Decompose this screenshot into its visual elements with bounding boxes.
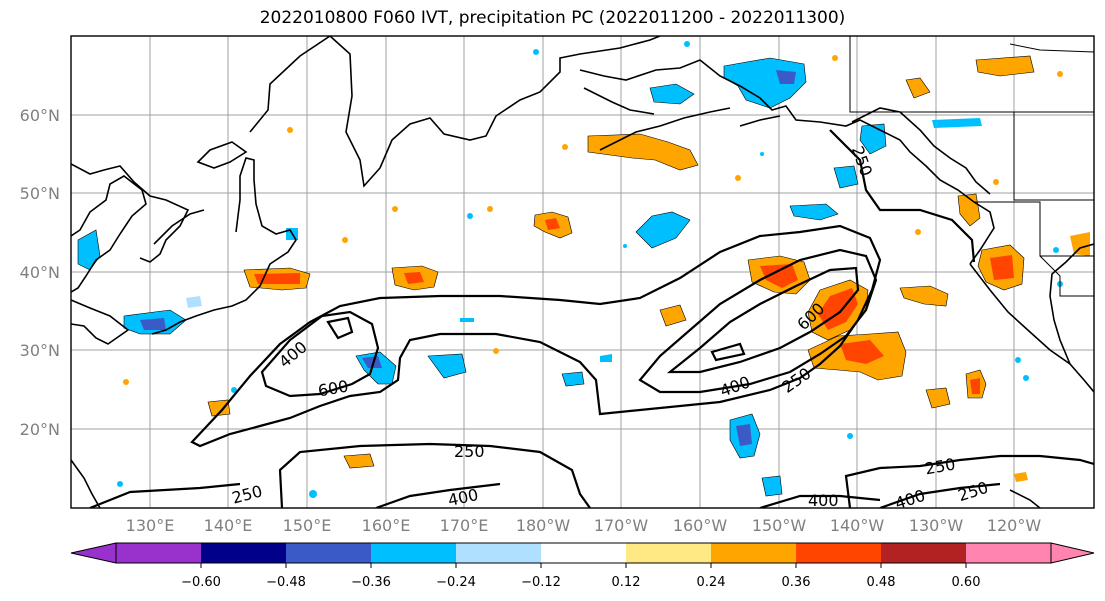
precip-negative-anomalies (77, 41, 1063, 498)
lon-label: 120°W (987, 516, 1042, 535)
lon-label: 180°W (516, 516, 571, 535)
lon-label: 130°E (126, 516, 175, 535)
colorbar-extend-max (1050, 542, 1095, 564)
colorbar-segment (966, 543, 1051, 563)
colorbar-segment (796, 543, 881, 563)
colorbar-tick: 0.36 (782, 575, 811, 590)
colorbar-segment (541, 543, 626, 563)
colorbar-segment (201, 543, 286, 563)
lon-label: 160°E (362, 516, 411, 535)
colorbar-segment (881, 543, 966, 563)
contour-label-400: 400 (446, 485, 480, 510)
colorbar-segment (456, 543, 541, 563)
longitude-axis: 130°E 140°E 150°E 160°E 170°E 180°W 170°… (126, 516, 1042, 535)
lon-label: 150°W (752, 516, 807, 535)
colorbar-tick: −0.36 (351, 575, 391, 590)
lat-label: 30°N (20, 341, 60, 360)
contour-label-400: 400 (808, 491, 839, 510)
colorbar-tick: −0.60 (181, 575, 221, 590)
colorbar-segment (116, 543, 201, 563)
latitude-axis: 60°N 50°N 40°N 30°N 20°N (20, 106, 60, 439)
lat-label: 60°N (20, 106, 60, 125)
graticule (71, 36, 1094, 508)
colorbar-tick: −0.48 (266, 575, 306, 590)
map-panel: 250 250 250 250 250 400 400 400 400 400 … (71, 36, 1094, 514)
lon-label: 170°E (440, 516, 489, 535)
colorbar-tick: 0.48 (867, 575, 896, 590)
lon-label: 170°W (594, 516, 649, 535)
colorbar-tick: 0.24 (697, 575, 726, 590)
lat-label: 20°N (20, 420, 60, 439)
contour-label-250: 250 (454, 442, 485, 461)
lon-label: 130°W (909, 516, 964, 535)
colorbar-segment (711, 543, 796, 563)
ivt-contours (89, 129, 1094, 508)
lon-label: 160°W (673, 516, 728, 535)
colorbar-tick: −0.12 (521, 575, 561, 590)
lon-label: 150°E (283, 516, 332, 535)
political-borders (849, 36, 1094, 297)
map-title: 2022010800 F060 IVT, precipitation PC (2… (259, 8, 846, 28)
colorbar-tick: 0.12 (612, 575, 641, 590)
colorbar-segment (286, 543, 371, 563)
map-frame (70, 35, 1095, 509)
colorbar-segment (626, 543, 711, 563)
colorbar-tick: −0.24 (436, 575, 476, 590)
precip-positive-anomalies (123, 55, 1090, 482)
colorbar-segment (371, 543, 456, 563)
colorbar-extend-min (70, 542, 117, 564)
lon-label: 140°E (204, 516, 253, 535)
contour-label-400: 400 (893, 486, 928, 514)
lon-label: 140°W (830, 516, 885, 535)
lat-label: 40°N (20, 263, 60, 282)
colorbar-tick: 0.60 (952, 575, 981, 590)
lat-label: 50°N (20, 184, 60, 203)
coastlines (71, 36, 1094, 508)
colorbar: −0.60 −0.48 −0.36 −0.24 −0.12 0.12 0.24 … (70, 542, 1095, 590)
